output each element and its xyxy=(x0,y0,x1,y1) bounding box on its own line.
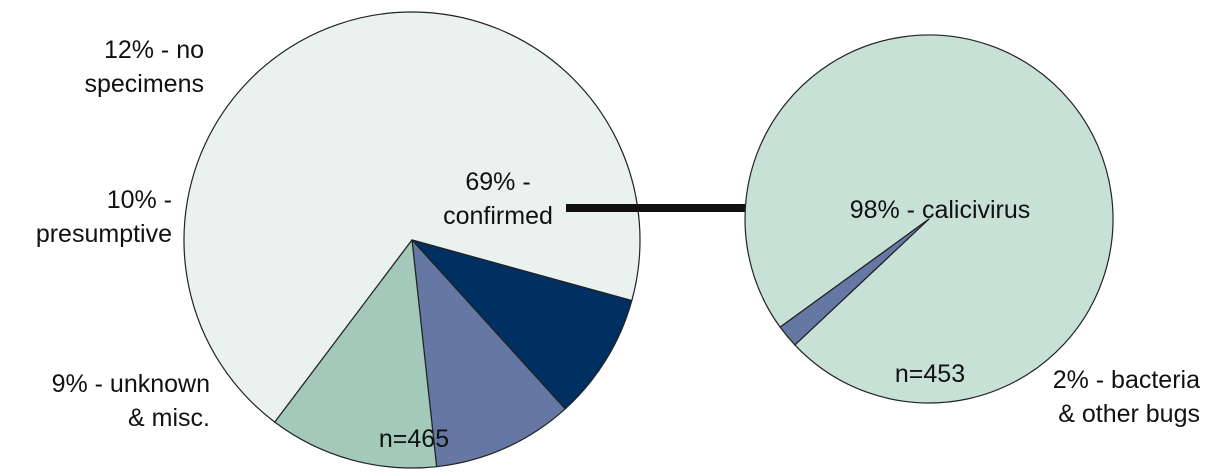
slice-label: 2% - bacteria & other bugs xyxy=(1053,366,1200,428)
slice-label: 12% - no specimens xyxy=(85,36,205,98)
slice-label: 98% - calicivirus xyxy=(850,196,1031,224)
pie-slice xyxy=(183,11,641,423)
pie-slice xyxy=(411,239,566,468)
pie-chart-cases: 69% -confirmed 9% - unknown & misc. 10% -pr… xyxy=(36,11,641,469)
slice-label: 69% -confirmed xyxy=(443,168,553,230)
pie-slice xyxy=(779,218,930,346)
slice-label: 10% -presumptive xyxy=(36,186,172,248)
pie-chart-confirmed-breakdown: 98% - calicivirus 2% - bacteria & other bu… xyxy=(744,34,1200,428)
pie-slice xyxy=(411,239,633,410)
pie-slice xyxy=(274,239,438,469)
sample-size-label: n=465 xyxy=(379,425,449,453)
sample-size-label: n=453 xyxy=(895,360,965,388)
slice-label: 9% - unknown & misc. xyxy=(52,370,210,432)
